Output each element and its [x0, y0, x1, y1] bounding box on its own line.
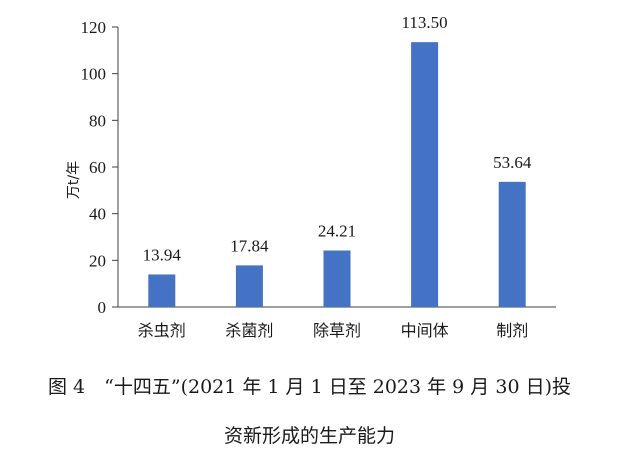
- x-category-label: 除草剂: [313, 321, 361, 340]
- figure-caption-line1: 图 4 “十四五”(2021 年 1 月 1 日至 2023 年 9 月 30 …: [48, 376, 571, 398]
- bar-4: [411, 42, 439, 308]
- data-label: 13.94: [143, 245, 182, 264]
- bar-1: [148, 274, 176, 307]
- y-tick-label: 60: [89, 158, 106, 177]
- bar-3: [323, 250, 351, 307]
- data-label: 53.64: [493, 153, 532, 172]
- x-axis: 杀虫剂 杀菌剂 除草剂 中间体 制剂: [118, 306, 556, 340]
- y-tick-label: 20: [89, 251, 106, 270]
- data-label: 17.84: [230, 236, 269, 255]
- y-tick-label: 0: [98, 298, 107, 317]
- y-tick-label: 100: [81, 65, 107, 84]
- bars: [148, 42, 526, 308]
- data-labels: 13.94 17.84 24.21 113.50 53.64: [143, 13, 532, 264]
- y-tick-label: 120: [81, 18, 107, 37]
- y-tick-label: 80: [89, 111, 106, 130]
- figure-caption-line2: 资新形成的生产能力: [223, 425, 395, 447]
- x-category-label: 中间体: [401, 321, 449, 340]
- x-category-label: 杀虫剂: [138, 321, 186, 340]
- x-category-label: 杀菌剂: [225, 321, 273, 340]
- x-category-label: 制剂: [496, 321, 528, 340]
- y-tick-label: 40: [89, 205, 106, 224]
- y-axis-title: 万t/年: [66, 161, 82, 199]
- y-axis: 0 20 40 60 80 100 120: [81, 18, 119, 317]
- bar-chart: 0 20 40 60 80 100 120 杀虫剂 杀菌剂 除草剂 中间体 制剂 13.94 17.8…: [66, 13, 556, 340]
- bar-5: [498, 181, 526, 307]
- data-label: 24.21: [318, 222, 356, 241]
- bar-2: [235, 265, 263, 307]
- data-label: 113.50: [402, 13, 448, 32]
